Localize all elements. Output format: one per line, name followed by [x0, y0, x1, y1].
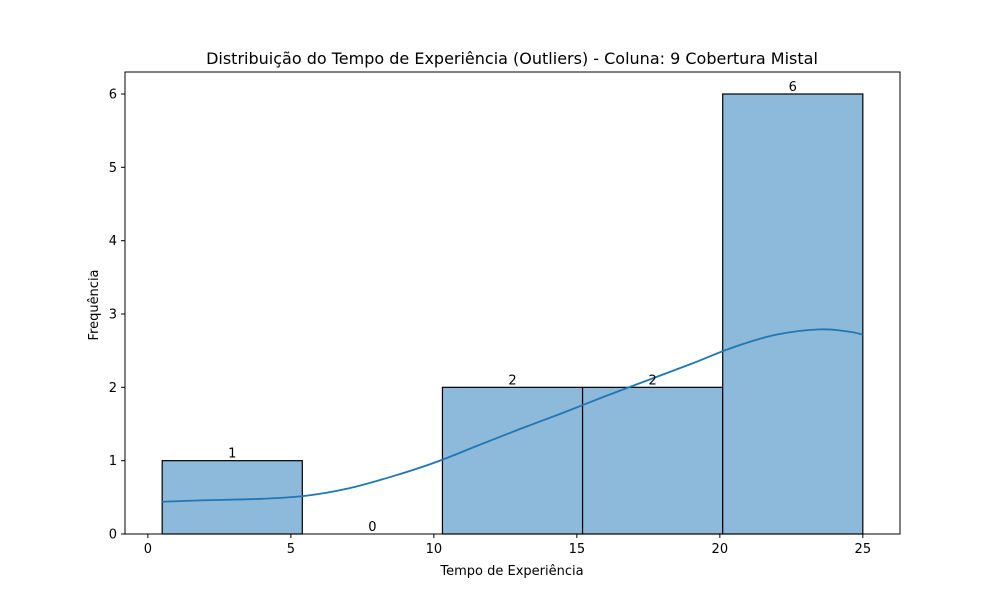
- y-tick-label-2: 2: [109, 381, 117, 396]
- y-tick-label-6: 6: [109, 88, 117, 103]
- y-tick-label-5: 5: [109, 161, 117, 176]
- x-tick-label-0: 0: [144, 542, 152, 557]
- plot-frame: [124, 71, 901, 535]
- y-tick-label-4: 4: [109, 234, 117, 249]
- bar-label-2: 0: [368, 520, 376, 535]
- y-tick-label-0: 0: [109, 528, 117, 543]
- y-axis-label: Frequência: [87, 269, 102, 340]
- bar-label-5: 6: [789, 80, 797, 95]
- x-tick-label-10: 10: [426, 542, 443, 557]
- histogram-bar-3: [441, 386, 584, 535]
- x-tick-label-25: 25: [855, 542, 872, 557]
- x-tick-label-5: 5: [287, 542, 295, 557]
- x-tick-label-15: 15: [569, 542, 586, 557]
- histogram-bar-4: [581, 386, 724, 535]
- kde-curve: [162, 328, 864, 503]
- chart-title: Distribuição do Tempo de Experiência (Ou…: [206, 49, 818, 68]
- y-tick-label-3: 3: [109, 308, 117, 323]
- x-tick-label-20: 20: [712, 542, 729, 557]
- bar-label-3: 2: [508, 373, 516, 388]
- y-tick-label-1: 1: [109, 454, 117, 469]
- histogram-bar-5: [722, 93, 864, 535]
- x-axis-label: Tempo de Experiência: [439, 564, 583, 579]
- bar-label-1: 1: [228, 447, 236, 462]
- bar-label-4: 2: [648, 373, 656, 388]
